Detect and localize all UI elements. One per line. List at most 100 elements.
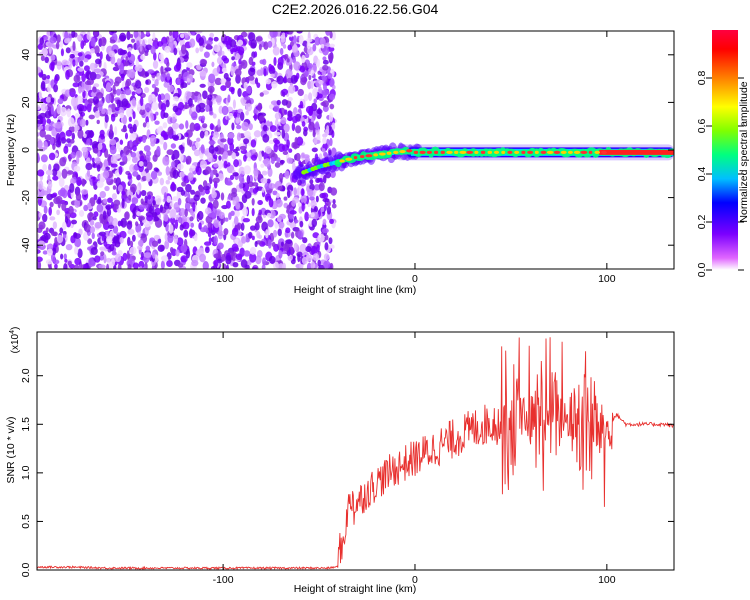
- noise-blob: [312, 253, 320, 261]
- noise-blob: [137, 239, 144, 247]
- noise-blob: [257, 102, 262, 112]
- noise-blob: [232, 210, 240, 218]
- track-peak: [560, 150, 567, 154]
- noise-blob: [143, 87, 150, 94]
- noise-blob: [199, 130, 205, 139]
- track-peak: [493, 150, 500, 154]
- noise-blob: [142, 122, 147, 128]
- noise-blob: [77, 129, 84, 139]
- noise-blob: [329, 218, 334, 225]
- noise-blob: [228, 112, 234, 119]
- noise-blob: [229, 142, 235, 152]
- noise-blob: [51, 247, 57, 256]
- noise-blob: [46, 75, 51, 80]
- noise-blob: [74, 257, 82, 266]
- noise-blob: [130, 34, 134, 39]
- noise-blob: [45, 227, 49, 233]
- noise-blob: [66, 170, 74, 175]
- noise-blob: [295, 152, 301, 162]
- noise-blob: [212, 169, 218, 176]
- noise-blob: [97, 196, 102, 204]
- noise-blob: [208, 73, 216, 84]
- noise-blob: [83, 204, 89, 212]
- noise-blob: [185, 95, 190, 101]
- noise-blob: [59, 39, 64, 48]
- noise-blob: [143, 159, 148, 167]
- noise-blob: [238, 58, 242, 65]
- noise-blob: [281, 88, 289, 96]
- noise-blob: [89, 219, 95, 226]
- noise-blob: [159, 204, 164, 213]
- noise-blob: [56, 209, 60, 216]
- noise-blob: [48, 125, 53, 132]
- noise-blob: [267, 239, 272, 249]
- noise-blob: [163, 192, 168, 202]
- noise-blob: [303, 94, 309, 102]
- noise-blob: [184, 208, 188, 218]
- noise-blob: [96, 52, 101, 57]
- noise-blob: [147, 194, 152, 200]
- noise-blob: [139, 43, 143, 52]
- noise-blob: [173, 47, 178, 56]
- spectrogram-y-label: Frequency (Hz): [5, 114, 17, 186]
- noise-blob: [160, 130, 167, 138]
- noise-blob: [304, 53, 310, 59]
- noise-blob: [105, 204, 113, 210]
- snr-frame: [36, 331, 675, 571]
- noise-blob: [251, 197, 255, 206]
- noise-blob: [218, 155, 222, 161]
- noise-blob: [231, 56, 235, 61]
- colorbar-ticks: 0.0 0.2 0.4 0.6 0.8: [696, 71, 744, 277]
- noise-blob: [67, 117, 75, 128]
- noise-blob: [126, 250, 130, 261]
- noise-blob: [74, 237, 82, 248]
- noise-blob: [65, 129, 73, 137]
- noise-blob: [131, 234, 136, 242]
- noise-blob: [258, 209, 262, 216]
- noise-blob: [248, 56, 254, 66]
- noise-blob: [286, 58, 290, 63]
- track-peak: [521, 150, 526, 154]
- noise-blob: [224, 35, 232, 46]
- noise-blob: [64, 89, 71, 98]
- noise-blob: [311, 218, 318, 228]
- noise-blob: [312, 43, 317, 52]
- noise-blob: [179, 224, 184, 231]
- noise-blob: [132, 262, 139, 269]
- noise-blob: [72, 59, 76, 67]
- noise-blob: [308, 92, 313, 102]
- noise-blob: [60, 48, 64, 57]
- noise-blob: [277, 228, 282, 237]
- noise-blob: [315, 195, 319, 203]
- noise-blob: [72, 41, 76, 52]
- noise-blob: [238, 173, 244, 183]
- noise-blob: [55, 41, 60, 50]
- noise-blob: [49, 201, 54, 208]
- noise-blob: [248, 123, 253, 131]
- noise-blob: [129, 126, 134, 134]
- noise-blob: [285, 239, 293, 245]
- noise-blob: [329, 43, 335, 48]
- noise-blob: [86, 169, 91, 177]
- noise-blob: [270, 100, 278, 106]
- noise-blob: [179, 171, 185, 178]
- track-peak: [399, 149, 406, 154]
- noise-blob: [283, 76, 287, 83]
- noise-blob: [223, 228, 229, 236]
- noise-blob: [253, 51, 258, 58]
- noise-blob: [261, 170, 268, 176]
- noise-blob: [75, 192, 82, 201]
- noise-blob: [214, 77, 223, 86]
- noise-blob: [233, 216, 239, 226]
- noise-blob: [65, 138, 72, 143]
- y-tick-label: 0.5: [20, 514, 32, 529]
- noise-blob: [206, 43, 211, 49]
- noise-blob: [258, 151, 262, 162]
- noise-blob: [331, 203, 337, 209]
- noise-blob: [231, 227, 239, 237]
- noise-blob: [326, 206, 332, 215]
- noise-blob: [245, 103, 253, 112]
- noise-blob: [47, 174, 51, 182]
- noise-blob: [286, 157, 293, 164]
- noise-blob: [227, 194, 231, 200]
